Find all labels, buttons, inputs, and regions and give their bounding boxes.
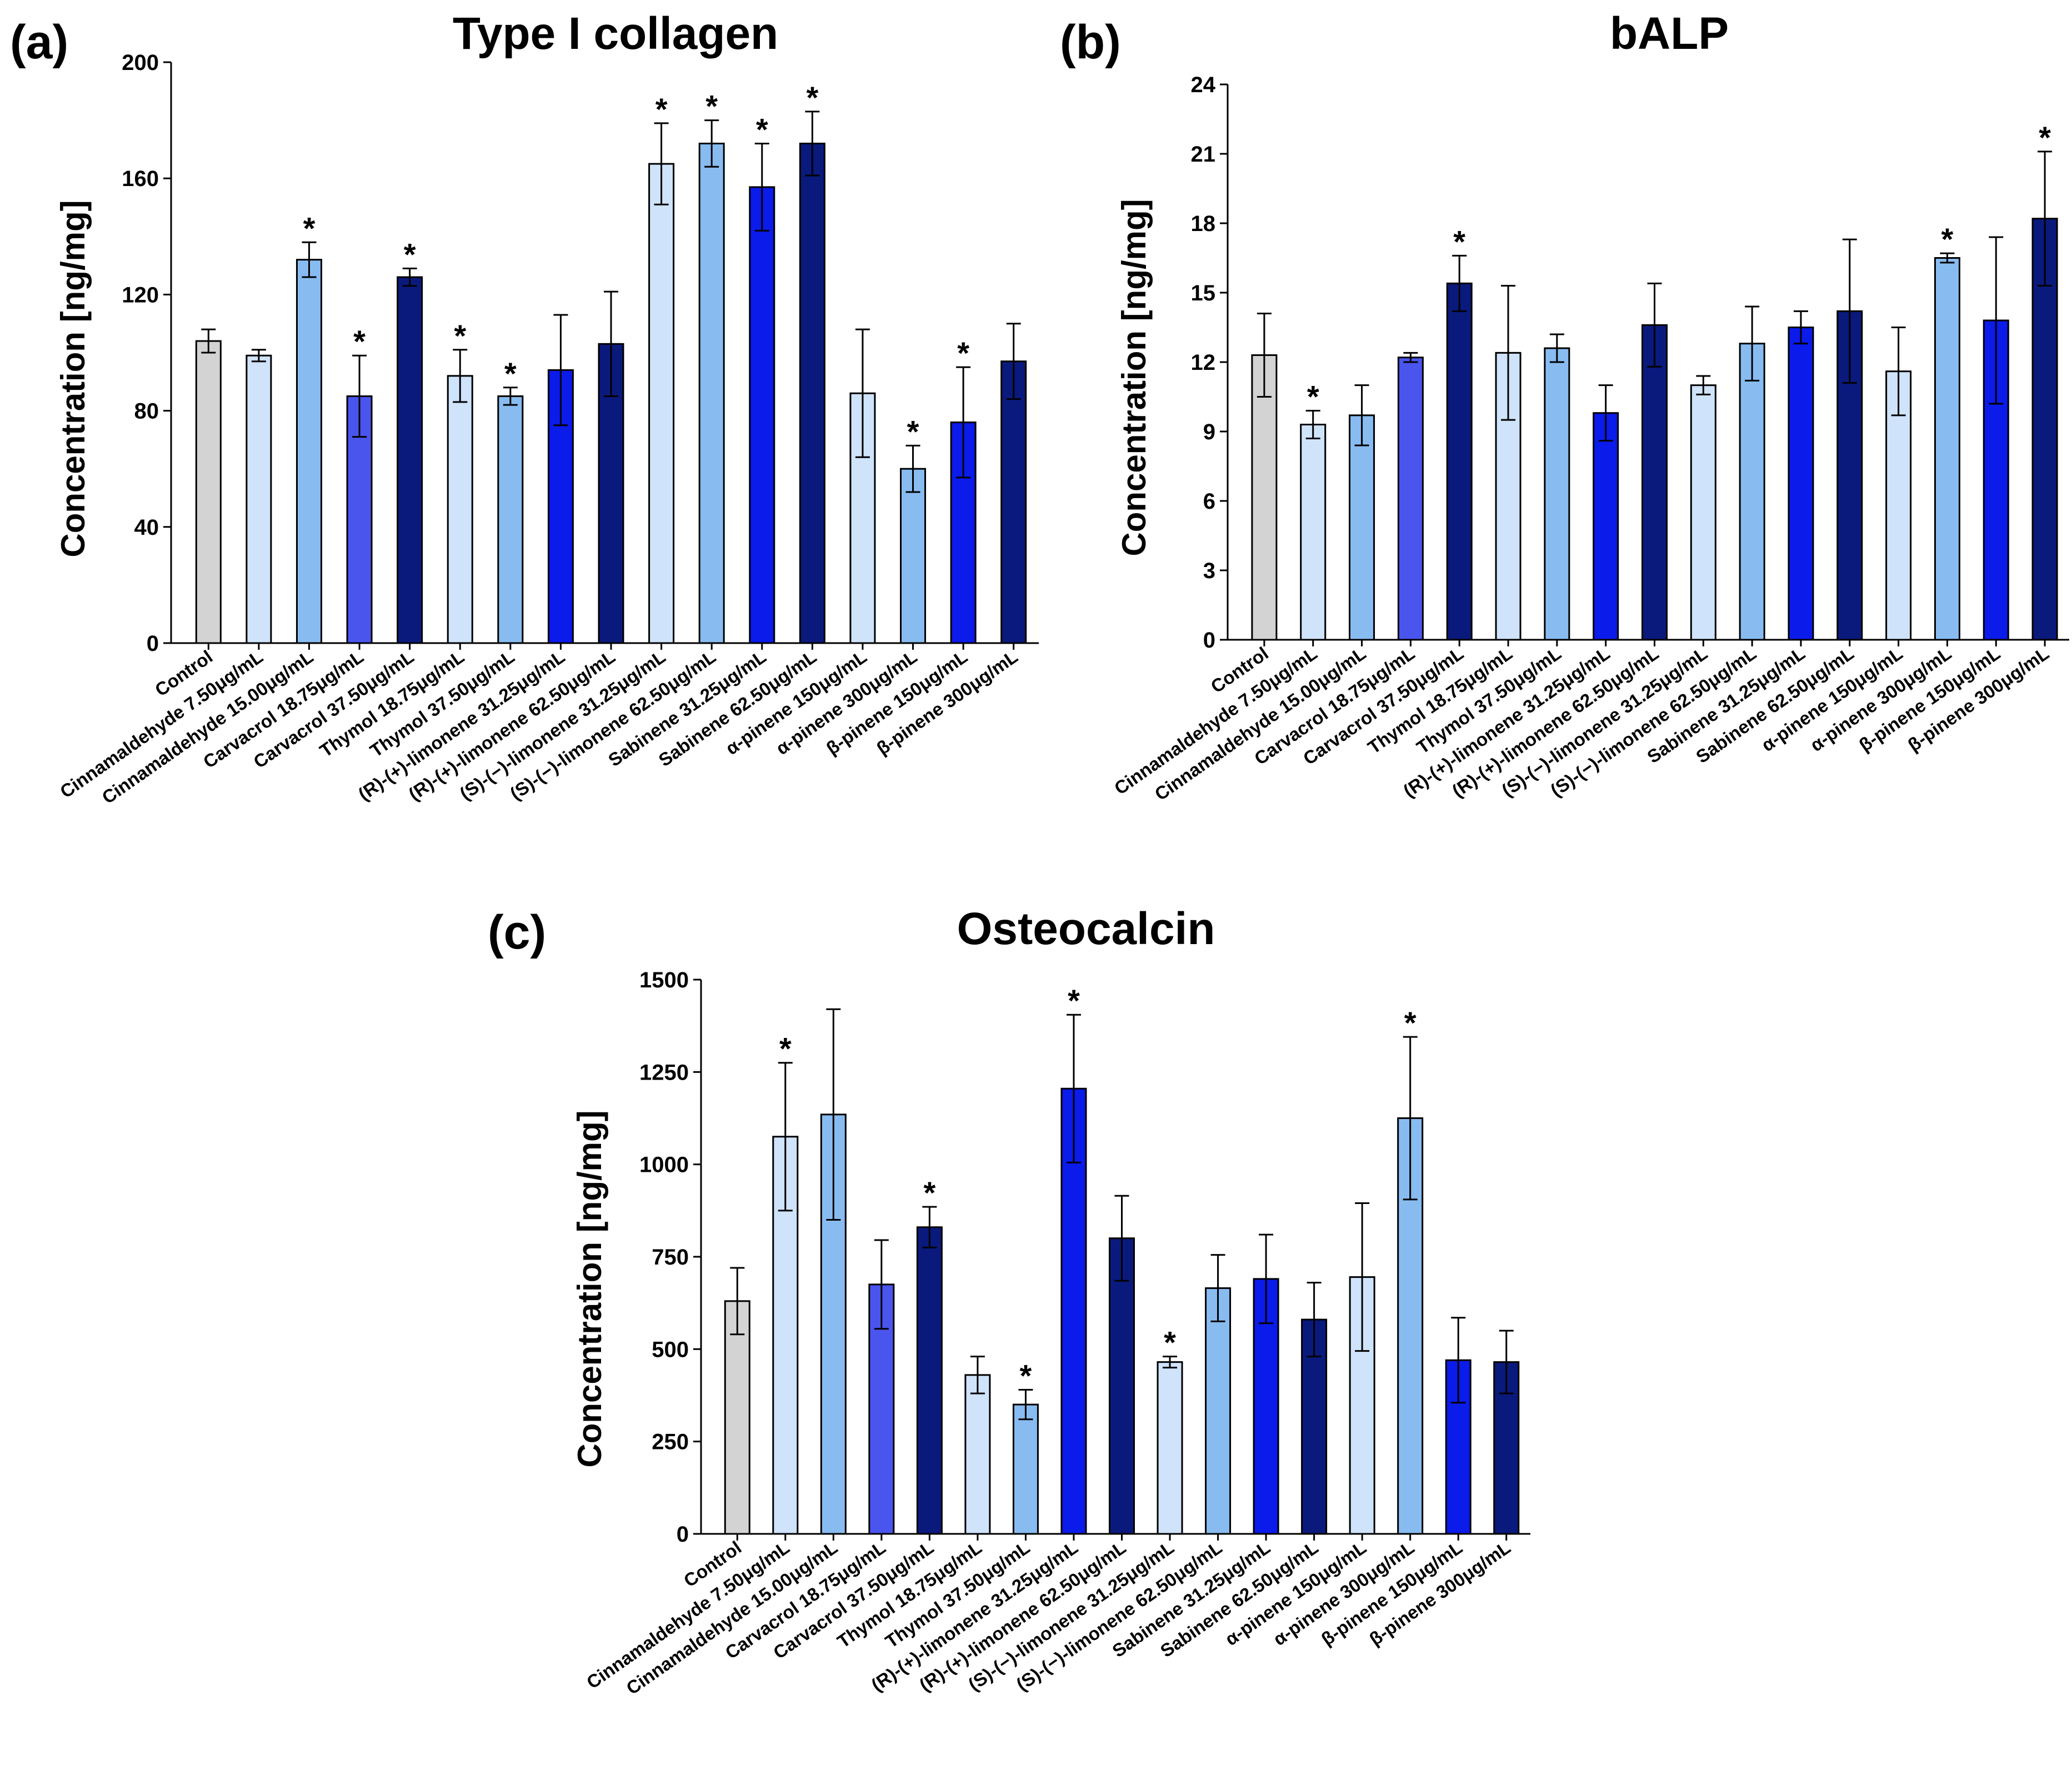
panel-a-y-tick-label: 0 <box>147 631 159 656</box>
panel-b-significance-marker: * <box>2039 120 2051 155</box>
panel-a-category-label: Cinnamaldehyde 15.00μg/mL <box>98 646 317 807</box>
panel-b-category-label: Cinnamaldehyde 7.50μg/mL <box>1110 643 1321 799</box>
panel-c-significance-marker: * <box>1020 1358 1032 1393</box>
panel-b-y-tick-label: 24 <box>1191 73 1216 97</box>
panel-a-significance-marker: * <box>655 92 668 127</box>
panel-a-bar <box>397 276 423 644</box>
panel-b-bar <box>1544 347 1570 641</box>
panel-a-y-tick-label: 80 <box>134 399 159 424</box>
panel-c-bar <box>1109 1237 1135 1535</box>
panel-a-significance-marker: * <box>504 356 517 391</box>
panel-b-y-tick-label: 0 <box>1203 628 1215 653</box>
panel-b-significance-marker: * <box>1307 379 1319 414</box>
panel-b-letter: (b) <box>1060 16 1121 69</box>
panel-c-bar <box>964 1374 991 1535</box>
panel-c-title: Osteocalcin <box>957 904 1215 954</box>
panel-c-bar <box>724 1300 750 1535</box>
panel-a-bar <box>497 395 524 644</box>
panel-a-significance-marker: * <box>303 210 316 245</box>
panel-a-significance-marker: * <box>353 324 366 359</box>
panel-b-bar <box>1446 282 1473 641</box>
panel-b-bar <box>1690 384 1716 641</box>
panel-c-significance-marker: * <box>1404 1005 1417 1040</box>
panel-a-significance-marker: * <box>806 80 818 115</box>
panel-b-bar <box>1300 424 1327 641</box>
panel-c-y-tick-label: 250 <box>652 1430 689 1454</box>
panel-a-bar <box>648 163 675 644</box>
panel-b-bar <box>1349 414 1375 641</box>
panel-b-bar <box>1934 257 1960 641</box>
panel-b-bar <box>1739 343 1765 641</box>
panel-b-significance-marker: * <box>1453 224 1465 259</box>
panel-b-y-tick-label: 15 <box>1191 281 1216 305</box>
panel-b-bar <box>1788 327 1814 641</box>
panel-a-bar <box>698 142 725 644</box>
panel-a-category-label: Cinnamaldehyde 7.50μg/mL <box>56 646 267 802</box>
panel-b-balp: (b) bALP Concentration [ng/mg] 0 3 6 9 12 15 1… <box>1060 8 2069 805</box>
panel-a-letter: (a) <box>10 16 68 69</box>
panel-c-y-tick-label: 1250 <box>639 1060 689 1085</box>
panel-c-significance-marker: * <box>1068 983 1080 1018</box>
panel-c-bar <box>1157 1361 1183 1535</box>
panel-a-bar <box>195 340 222 644</box>
panel-c-y-tick-label: 500 <box>652 1337 689 1362</box>
panel-b-y-axis-label: Concentration [ng/mg] <box>1115 199 1153 556</box>
panel-a-y-tick-label: 120 <box>122 283 159 307</box>
panel-c-y-tick-label: 1000 <box>639 1153 689 1177</box>
panel-a-significance-marker: * <box>404 237 416 272</box>
panel-b-bar <box>1641 324 1668 641</box>
panel-b-y-tick-label: 6 <box>1203 489 1215 514</box>
panel-c-bar <box>820 1113 847 1535</box>
panel-c-significance-marker: * <box>1164 1325 1176 1360</box>
panel-b-y-tick-label: 9 <box>1203 420 1215 444</box>
panel-b-significance-marker: * <box>1941 222 1954 257</box>
panel-a-bar <box>799 142 825 644</box>
panel-a-title: Type I collagen <box>453 8 778 59</box>
panel-c-category-label: Cinnamaldehyde 7.50μg/mL <box>583 1537 793 1693</box>
panel-a-significance-marker: * <box>705 89 718 124</box>
panel-c-bar <box>1205 1287 1232 1535</box>
panel-c-y-axis-label: Concentration [ng/mg] <box>571 1110 608 1467</box>
panel-c-y-tick-label: 750 <box>652 1245 689 1270</box>
panel-a-bar <box>1000 360 1027 644</box>
panel-b-bar <box>1593 412 1619 641</box>
panel-a-significance-marker: * <box>756 112 768 147</box>
panel-c-bar <box>916 1226 943 1535</box>
panel-c-significance-marker: * <box>923 1175 935 1210</box>
panel-b-y-tick-label: 3 <box>1203 559 1215 583</box>
panel-a-y-tick-label: 200 <box>122 51 159 75</box>
panel-a-bar <box>749 186 775 644</box>
panel-b-title: bALP <box>1610 8 1729 59</box>
panel-b-y-tick-label: 21 <box>1191 142 1216 167</box>
panel-c-letter: (c) <box>488 906 546 959</box>
panel-a-bar <box>900 468 927 644</box>
panel-c-y-tick-label: 1500 <box>639 968 689 992</box>
panel-a-y-axis-label: Concentration [ng/mg] <box>54 200 92 557</box>
panel-b-y-tick-label: 18 <box>1191 212 1216 236</box>
panel-a-type-i-collagen: (a) Type I collagen Concentration [ng/mg… <box>10 8 1039 808</box>
panel-c-osteocalcin: (c) Osteocalcin Concentration [ng/mg] 0 2… <box>488 904 1530 1699</box>
panel-a-bar <box>447 375 473 644</box>
panel-b-bar <box>1397 357 1424 641</box>
panel-a-y-tick-label: 160 <box>122 167 159 191</box>
panel-a-significance-marker: * <box>957 335 969 370</box>
panel-a-bar <box>296 259 322 644</box>
panel-b-y-tick-label: 12 <box>1191 350 1216 375</box>
panel-c-bar <box>1012 1403 1039 1535</box>
panel-c-significance-marker: * <box>779 1031 792 1066</box>
panel-a-significance-marker: * <box>907 414 919 449</box>
panel-a-y-tick-label: 40 <box>134 515 159 540</box>
panel-b-bar <box>1251 354 1278 641</box>
panel-c-y-tick-label: 0 <box>677 1522 689 1547</box>
panel-a-bar <box>246 354 272 644</box>
panel-a-significance-marker: * <box>454 318 466 353</box>
